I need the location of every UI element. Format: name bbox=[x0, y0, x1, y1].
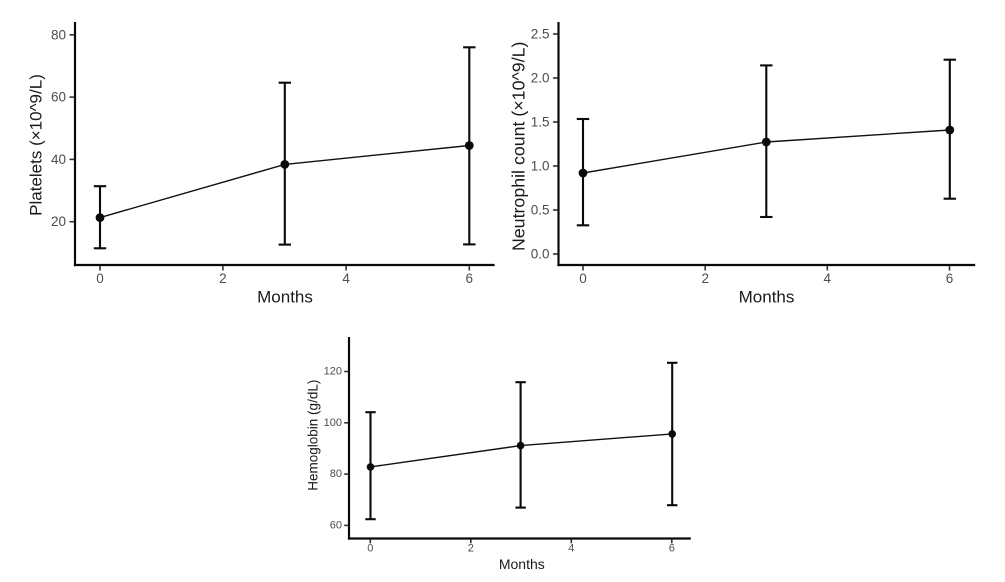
svg-text:Months: Months bbox=[739, 288, 795, 307]
svg-text:6: 6 bbox=[946, 271, 954, 286]
svg-text:80: 80 bbox=[51, 27, 66, 42]
svg-text:1.5: 1.5 bbox=[531, 115, 550, 130]
svg-text:60: 60 bbox=[51, 90, 66, 105]
svg-text:Months: Months bbox=[257, 288, 313, 307]
svg-text:0: 0 bbox=[96, 271, 104, 286]
svg-text:100: 100 bbox=[324, 417, 342, 429]
svg-text:0.0: 0.0 bbox=[531, 247, 550, 262]
svg-text:2: 2 bbox=[701, 271, 709, 286]
svg-text:2.5: 2.5 bbox=[531, 27, 550, 42]
svg-text:0: 0 bbox=[367, 542, 373, 554]
svg-text:2.0: 2.0 bbox=[531, 71, 550, 86]
svg-text:20: 20 bbox=[51, 214, 66, 229]
svg-text:Platelets (×10^9/L): Platelets (×10^9/L) bbox=[27, 74, 46, 216]
svg-text:0: 0 bbox=[579, 271, 587, 286]
svg-text:2: 2 bbox=[468, 542, 474, 554]
svg-text:2: 2 bbox=[219, 271, 227, 286]
svg-text:120: 120 bbox=[324, 366, 342, 378]
svg-text:40: 40 bbox=[51, 152, 66, 167]
svg-text:4: 4 bbox=[824, 271, 832, 286]
svg-text:4: 4 bbox=[568, 542, 574, 554]
svg-text:80: 80 bbox=[330, 468, 342, 480]
svg-text:0.5: 0.5 bbox=[531, 203, 550, 218]
svg-text:1.0: 1.0 bbox=[531, 159, 550, 174]
svg-text:60: 60 bbox=[330, 519, 342, 531]
svg-text:Neutrophil count (×10^9/L): Neutrophil count (×10^9/L) bbox=[509, 42, 529, 252]
svg-text:Months: Months bbox=[499, 556, 545, 572]
svg-text:4: 4 bbox=[342, 271, 350, 286]
svg-text:Hemoglobin (g/dL): Hemoglobin (g/dL) bbox=[306, 380, 321, 491]
svg-text:6: 6 bbox=[669, 542, 675, 554]
svg-text:6: 6 bbox=[466, 271, 474, 286]
